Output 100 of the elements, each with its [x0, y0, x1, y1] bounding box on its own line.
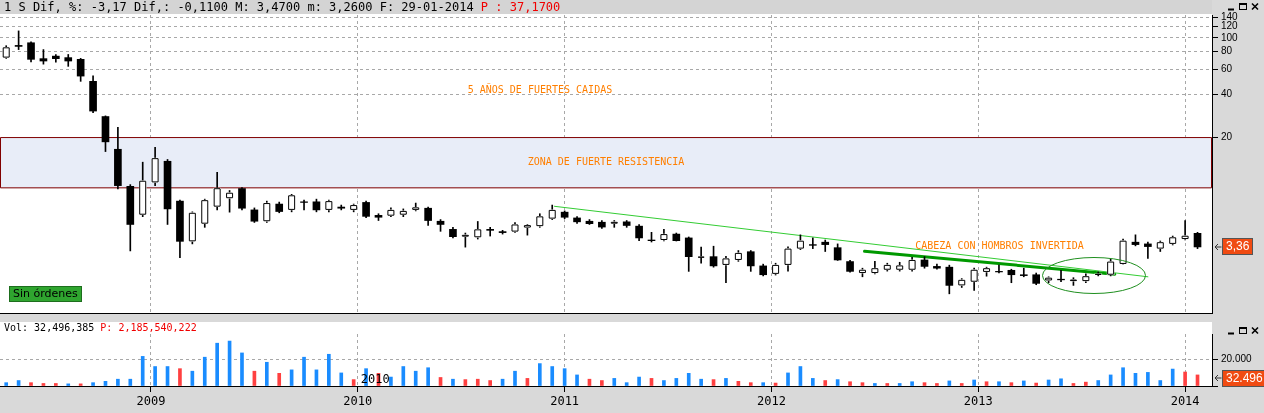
- y-tick-label: 40: [1221, 88, 1233, 100]
- candlestick: [821, 239, 830, 252]
- bar: [550, 366, 555, 386]
- bar: [240, 352, 244, 386]
- bar: [1009, 382, 1014, 386]
- x-tick-label: 2014: [1170, 394, 1200, 409]
- bar: [600, 380, 604, 386]
- candlestick: [1019, 267, 1028, 278]
- text: 32.496: [1222, 370, 1264, 387]
- bar: [215, 342, 219, 386]
- bar: [277, 373, 282, 386]
- bar: [873, 383, 877, 386]
- bar: [1096, 380, 1101, 386]
- candlestick: [1181, 220, 1189, 241]
- bar: [1158, 380, 1163, 386]
- bar: [811, 378, 815, 386]
- bar: [724, 378, 728, 386]
- bar: [202, 356, 207, 386]
- x-tick-label: 2010: [343, 394, 373, 409]
- bar: [686, 373, 691, 386]
- bar: [1183, 371, 1187, 386]
- bar: [885, 383, 890, 386]
- bar: [860, 382, 865, 386]
- bar: [699, 378, 703, 386]
- y-tick-label: 20.000: [1221, 353, 1253, 365]
- bar: [178, 368, 182, 386]
- chart-subtitle: P : 37,1700: [480, 0, 561, 14]
- bar: [637, 376, 641, 386]
- y-tick-label: 80: [1221, 45, 1233, 57]
- bar: [922, 382, 927, 386]
- bar: [786, 372, 790, 386]
- bar: [1021, 380, 1026, 386]
- bar: [997, 381, 1001, 386]
- bar: [910, 381, 914, 386]
- bar: [1121, 367, 1125, 386]
- bar: [488, 380, 493, 386]
- bar: [116, 378, 120, 386]
- bar: [426, 367, 430, 386]
- bar: [41, 383, 46, 386]
- y-tick-label: 120: [1221, 20, 1239, 32]
- bar: [748, 382, 753, 386]
- text: 3,36: [1222, 238, 1254, 255]
- bar: [935, 383, 939, 386]
- bar: [451, 378, 455, 386]
- bar: [897, 383, 902, 386]
- x-tick-label: 2009: [136, 394, 166, 409]
- bar: [302, 356, 306, 386]
- bar: [153, 366, 157, 386]
- bar: [339, 372, 344, 386]
- candlestick: [300, 199, 308, 211]
- bar: [575, 374, 579, 386]
- bar: [1034, 382, 1039, 386]
- bar: [662, 380, 666, 386]
- y-tick-label: 140: [1221, 10, 1239, 22]
- candlestick: [610, 220, 619, 228]
- bar: [537, 363, 542, 386]
- bar: [264, 361, 269, 386]
- bar: [475, 378, 480, 386]
- x-tick-label: 2011: [550, 394, 580, 409]
- bar: [389, 376, 393, 386]
- bar: [972, 379, 976, 386]
- candlestick: [697, 246, 705, 264]
- bar: [513, 370, 517, 386]
- bar: [823, 380, 828, 386]
- annotation: 5 AÑOS DE FUERTES CAIDAS: [467, 82, 613, 95]
- bar: [1059, 378, 1063, 386]
- bar: [91, 382, 95, 386]
- bar: [66, 383, 71, 386]
- bar: [128, 378, 133, 386]
- y-tick-label: 100: [1221, 31, 1239, 43]
- bar: [761, 382, 766, 386]
- bar: [401, 366, 406, 386]
- chart-title: Vol: 32,496,385: [4, 322, 95, 333]
- band-label: ZONA DE FUERTE RESISTENCIA: [527, 156, 685, 168]
- candlestick: [1144, 241, 1152, 259]
- bar: [612, 378, 617, 386]
- chart-title: 1 S Dif, %: -3,17 Dif,: -0,1100 M: 3,4700 m: 3,2600 F: 29-01-2014: [4, 0, 474, 14]
- bar: [624, 382, 629, 386]
- bar: [413, 370, 418, 386]
- bar: [29, 382, 33, 386]
- bar: [984, 381, 989, 386]
- chart-subtitle: P: 2,185,540,222: [100, 322, 197, 333]
- bar: [1084, 381, 1088, 386]
- annotation: CABEZA CON HOMBROS INVERTIDA: [915, 240, 1084, 252]
- x-tick-label: 2012: [757, 394, 786, 409]
- status-badge: Sin órdenes: [9, 286, 82, 302]
- bar: [1146, 372, 1150, 386]
- bar: [327, 353, 331, 386]
- bar: [4, 382, 9, 386]
- x-tick-label: 2013: [963, 394, 993, 409]
- bar: [1170, 368, 1175, 386]
- bar: [140, 356, 145, 386]
- bar: [54, 383, 58, 386]
- y-tick-label: 20: [1221, 130, 1233, 142]
- bar: [959, 383, 964, 386]
- y-tick-label: 60: [1221, 63, 1233, 75]
- bar: [848, 381, 852, 386]
- bar: [1071, 383, 1076, 386]
- bar: [351, 379, 356, 386]
- candlestick: [809, 237, 817, 249]
